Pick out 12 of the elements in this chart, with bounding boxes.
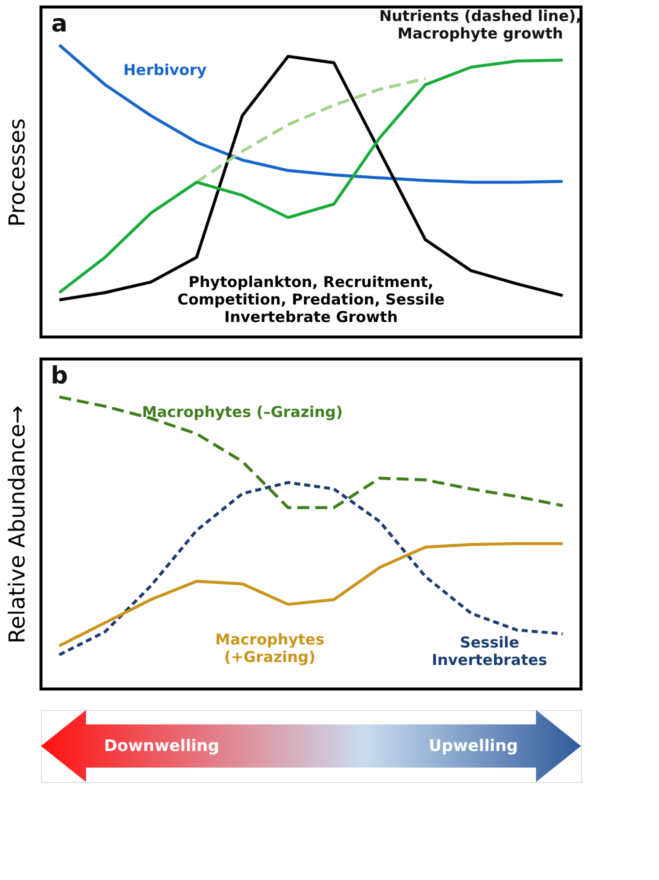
text: Nutrients (dashed line), Macrophyte growth [379, 6, 582, 42]
y-axis-title: Processes [6, 118, 30, 227]
chart-title: b [50, 362, 68, 390]
series-label: Herbivory [123, 61, 207, 80]
series-label: Sessile Invertebrates [432, 634, 548, 670]
text: Upwelling [428, 736, 518, 755]
y-axis-title: Relative Abundance→ [6, 405, 30, 644]
series-label: Phytoplankton, Recruitment, Competition, Predation, Sessile Invertebrate Growth [177, 272, 445, 326]
series-label: Macrophytes (+Grazing) [215, 630, 324, 666]
series-label: Macrophytes (–Grazing) [142, 402, 343, 421]
text: Downwelling [104, 736, 220, 755]
chart-title: a [51, 10, 68, 38]
